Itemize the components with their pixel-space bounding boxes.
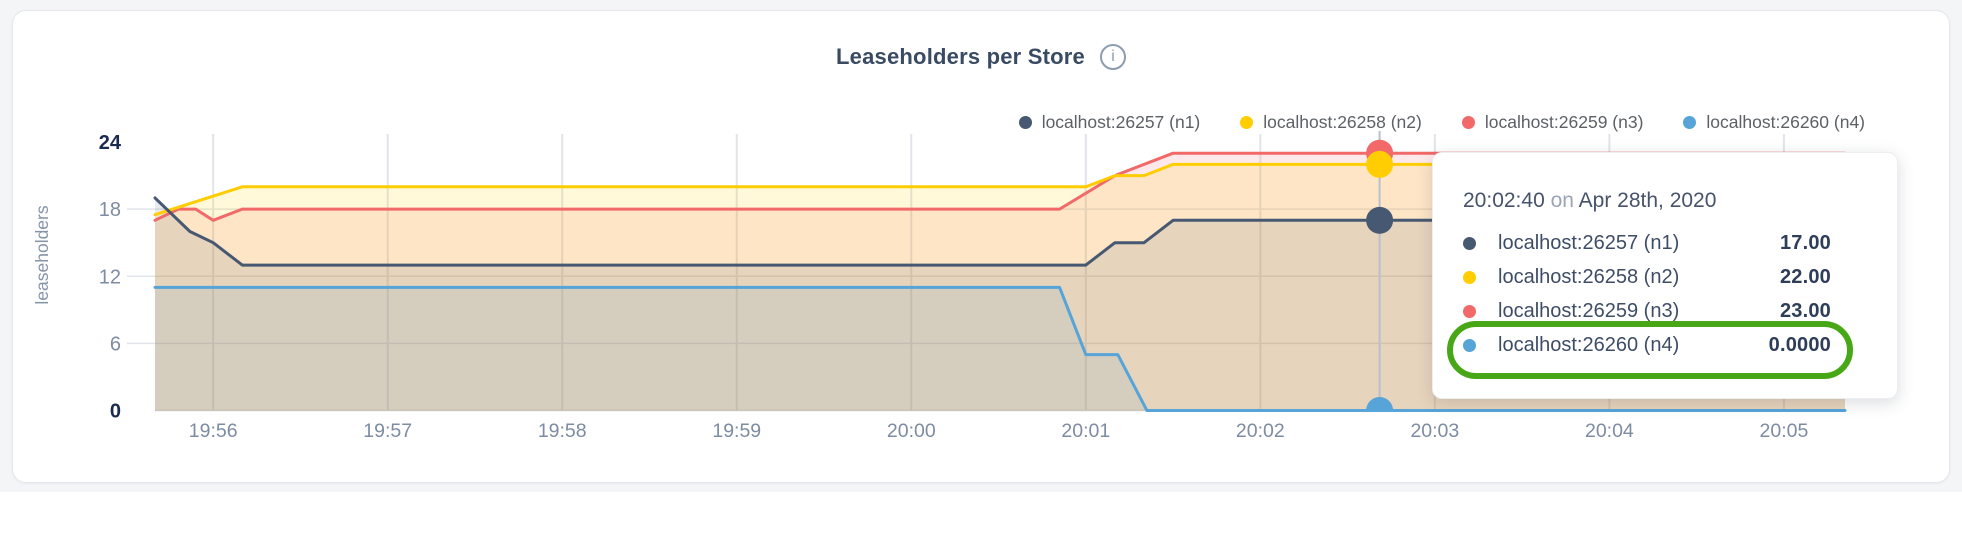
legend-item-n2[interactable]: localhost:26258 (n2) [1240, 112, 1422, 133]
chart-title: Leaseholders per Store [836, 44, 1085, 69]
legend-swatch-icon [1683, 116, 1697, 129]
info-icon[interactable]: i [1099, 44, 1126, 70]
page-section: Leaseholders per Store i localhost:26257… [0, 0, 1962, 492]
svg-text:20:00: 20:00 [887, 420, 936, 442]
legend-label: localhost:26257 (n1) [1041, 112, 1201, 132]
tooltip-preposition: on [1550, 189, 1574, 212]
svg-text:18: 18 [99, 199, 121, 221]
chart-header: Leaseholders per Store i [13, 44, 1949, 70]
hover-tooltip: 20:02:40 on Apr 28th, 2020 localhost:262… [1432, 152, 1898, 399]
svg-text:24: 24 [99, 132, 122, 154]
tooltip-series-label: localhost:26259 (n3) [1498, 299, 1680, 322]
legend-swatch-icon [1018, 116, 1032, 129]
tooltip-series-value: 22.00 [1779, 265, 1831, 288]
info-icon-glyph: i [1111, 48, 1115, 65]
tooltip-row-n3: localhost:26259 (n3) 23.00 [1463, 294, 1897, 328]
tooltip-series-dot-icon [1463, 338, 1476, 352]
tooltip-series-label: localhost:26260 (n4) [1498, 333, 1680, 356]
svg-text:6: 6 [110, 333, 121, 355]
tooltip-series-dot-icon [1463, 236, 1476, 250]
svg-text:leaseholders: leaseholders [32, 205, 52, 304]
tooltip-rows: localhost:26257 (n1) 17.00 localhost:26258… [1463, 226, 1897, 362]
tooltip-time: 20:02:40 [1463, 189, 1545, 212]
legend-swatch-icon [1461, 116, 1475, 129]
svg-text:20:04: 20:04 [1585, 420, 1634, 442]
tooltip-series-value: 0.0000 [1768, 333, 1831, 356]
legend-label: localhost:26258 (n2) [1263, 112, 1422, 132]
legend: localhost:26257 (n1) localhost:26258 (n2)… [1018, 112, 1865, 133]
tooltip-series-value: 23.00 [1779, 299, 1831, 322]
tooltip-series-value: 17.00 [1779, 231, 1831, 254]
legend-swatch-icon [1240, 116, 1254, 129]
svg-text:19:56: 19:56 [189, 420, 238, 442]
svg-text:20:05: 20:05 [1760, 420, 1809, 442]
tooltip-row-n2: localhost:26258 (n2) 22.00 [1463, 260, 1897, 294]
tooltip-header: 20:02:40 on Apr 28th, 2020 [1463, 189, 1897, 213]
svg-text:12: 12 [99, 266, 121, 288]
legend-item-n1[interactable]: localhost:26257 (n1) [1018, 112, 1201, 133]
svg-text:19:59: 19:59 [712, 420, 761, 442]
svg-text:20:03: 20:03 [1410, 420, 1459, 442]
svg-text:0: 0 [110, 401, 121, 423]
svg-text:19:58: 19:58 [538, 420, 587, 442]
tooltip-date: Apr 28th, 2020 [1578, 189, 1717, 212]
svg-text:20:01: 20:01 [1061, 420, 1110, 442]
tooltip-series-dot-icon [1463, 304, 1476, 318]
tooltip-series-dot-icon [1463, 270, 1476, 284]
tooltip-series-label: localhost:26257 (n1) [1498, 231, 1680, 254]
svg-text:19:57: 19:57 [363, 420, 412, 442]
legend-item-n4[interactable]: localhost:26260 (n4) [1683, 112, 1865, 133]
legend-label: localhost:26260 (n4) [1706, 112, 1865, 132]
svg-text:20:02: 20:02 [1236, 420, 1285, 442]
tooltip-row-n1: localhost:26257 (n1) 17.00 [1463, 226, 1897, 260]
legend-label: localhost:26259 (n3) [1484, 112, 1644, 132]
tooltip-series-label: localhost:26258 (n2) [1498, 265, 1680, 288]
tooltip-row-n4: localhost:26260 (n4) 0.0000 [1463, 328, 1897, 362]
legend-item-n3[interactable]: localhost:26259 (n3) [1461, 112, 1644, 133]
